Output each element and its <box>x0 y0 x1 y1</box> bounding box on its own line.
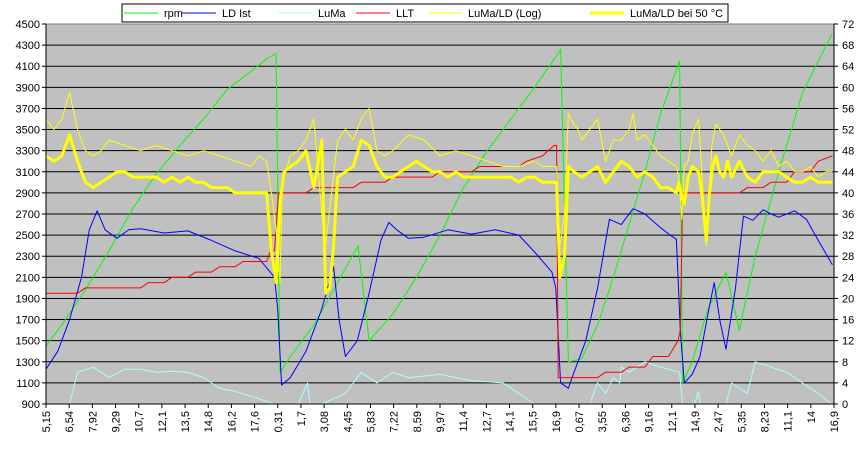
x-tick-label: 14,8 <box>203 411 215 432</box>
x-tick-label: 9,16 <box>644 411 656 432</box>
y-left-tick-label: 4300 <box>16 40 40 52</box>
y-left-tick-label: 3100 <box>16 167 40 179</box>
y-right-tick-label: 40 <box>842 188 854 200</box>
series-line-luma-ld-bei-50-c <box>45 133 833 295</box>
y-left-tick-label: 2100 <box>16 272 40 284</box>
series-line-luma-ld-log <box>45 92 833 284</box>
y-right-tick-label: 72 <box>842 19 854 31</box>
y-left-tick-label: 2700 <box>16 209 40 221</box>
x-tick-label: 1,7 <box>296 411 308 426</box>
x-tick-label: 9,29 <box>111 411 123 432</box>
x-tick-label: 8,59 <box>412 411 424 432</box>
x-tick-label: 2,47 <box>713 411 725 432</box>
x-tick-label: 14,9 <box>690 411 702 432</box>
x-axis: 5,15 6,54 7,92 9,29 10,7 12,1 13,5 14,8 16,2 17,6… <box>41 403 841 432</box>
legend-label: LuMa/LD (Log) <box>468 8 541 20</box>
x-tick-label: 0,31 <box>273 411 285 432</box>
y-right-tick-label: 60 <box>842 82 854 94</box>
legend-box <box>121 3 729 23</box>
series-line-llt <box>46 144 833 379</box>
x-tick-label: 5,35 <box>736 411 748 432</box>
y-left-tick-label: 1900 <box>16 293 40 305</box>
y-right-tick-label: 32 <box>842 230 854 242</box>
x-tick-label: 14 <box>806 411 818 423</box>
legend-label: LD Ist <box>222 8 251 20</box>
x-tick-label: 6,54 <box>64 411 76 432</box>
series-line-ld-ist <box>45 208 833 389</box>
y-right-tick-label: 48 <box>842 146 854 158</box>
x-tick-label: 7,92 <box>87 411 99 432</box>
x-tick-label: 3,55 <box>597 411 609 432</box>
x-tick-label: 17,6 <box>250 411 262 432</box>
y-right-tick-label: 56 <box>842 103 854 115</box>
x-tick-label: 13,5 <box>180 411 192 432</box>
legend-label: rpm <box>164 8 183 20</box>
y-left-tick-label: 3700 <box>16 103 40 115</box>
y-right-tick-label: 68 <box>842 40 854 52</box>
y-right-tick-label: 8 <box>842 357 848 369</box>
y-left-tick-label: 1700 <box>16 315 40 327</box>
x-tick-label: 9,97 <box>435 411 447 432</box>
y-left-tick-label: 1300 <box>16 357 40 369</box>
x-tick-label: 8,23 <box>759 411 771 432</box>
y-left-tick-label: 4500 <box>16 19 40 31</box>
y-left-tick-label: 1100 <box>16 378 40 390</box>
x-tick-label: 15,5 <box>528 411 540 432</box>
x-tick-label: 6,36 <box>620 411 632 432</box>
y-right-tick-label: 36 <box>842 209 854 221</box>
legend-label: LuMa/LD bei 50 °C <box>630 8 723 20</box>
x-tick-label: 11,4 <box>458 411 470 432</box>
x-tick-label: 12,1 <box>667 411 679 432</box>
y-left-tick-label: 1500 <box>16 336 40 348</box>
legend: rpm LD Ist LuMa LLT LuMa/LD (Log) LuMa/LD bei… <box>121 3 729 23</box>
y-right-tick-label: 28 <box>842 251 854 263</box>
x-tick-label: 4,45 <box>342 411 354 432</box>
y-left-tick-label: 3300 <box>16 146 40 158</box>
legend-label: LLT <box>396 8 414 20</box>
y-right-tick-label: 4 <box>842 378 848 390</box>
y-right-tick-label: 12 <box>842 336 854 348</box>
y-left-tick-label: 900 <box>22 399 40 411</box>
x-tick-label: 11,1 <box>783 411 795 432</box>
y-left-tick-label: 3500 <box>16 125 40 137</box>
y-right-tick-label: 52 <box>842 125 854 137</box>
legend-label: LuMa <box>318 8 346 20</box>
y-right-tick-label: 20 <box>842 293 854 305</box>
x-tick-label: 16,9 <box>551 411 563 432</box>
y-left-tick-label: 2900 <box>16 188 40 200</box>
y-axis-left: 900 1100 1300 1500 1700 1900 2100 2300 2500 2700 2… <box>16 19 47 411</box>
x-tick-label: 7,22 <box>389 411 401 432</box>
x-tick-label: 12,7 <box>481 411 493 432</box>
y-left-tick-label: 3900 <box>16 82 40 94</box>
x-tick-label: 10,7 <box>134 411 146 432</box>
y-left-tick-label: 4100 <box>16 61 40 73</box>
y-right-tick-label: 24 <box>842 272 854 284</box>
x-tick-label: 0,67 <box>574 411 586 432</box>
y-left-tick-label: 2500 <box>16 230 40 242</box>
x-tick-label: 16,9 <box>829 411 841 432</box>
x-tick-label: 14,1 <box>505 411 517 432</box>
x-tick-label: 16,2 <box>226 411 238 432</box>
x-tick-label: 5,15 <box>41 411 53 432</box>
x-tick-label: 12,1 <box>157 411 169 432</box>
x-tick-label: 5,83 <box>365 411 377 432</box>
y-right-tick-label: 44 <box>842 167 854 179</box>
y-right-tick-label: 0 <box>842 399 848 411</box>
y-left-tick-label: 2300 <box>16 251 40 263</box>
y-right-tick-label: 16 <box>842 315 854 327</box>
x-tick-label: 3,08 <box>319 411 331 432</box>
y-right-tick-label: 64 <box>842 61 854 73</box>
